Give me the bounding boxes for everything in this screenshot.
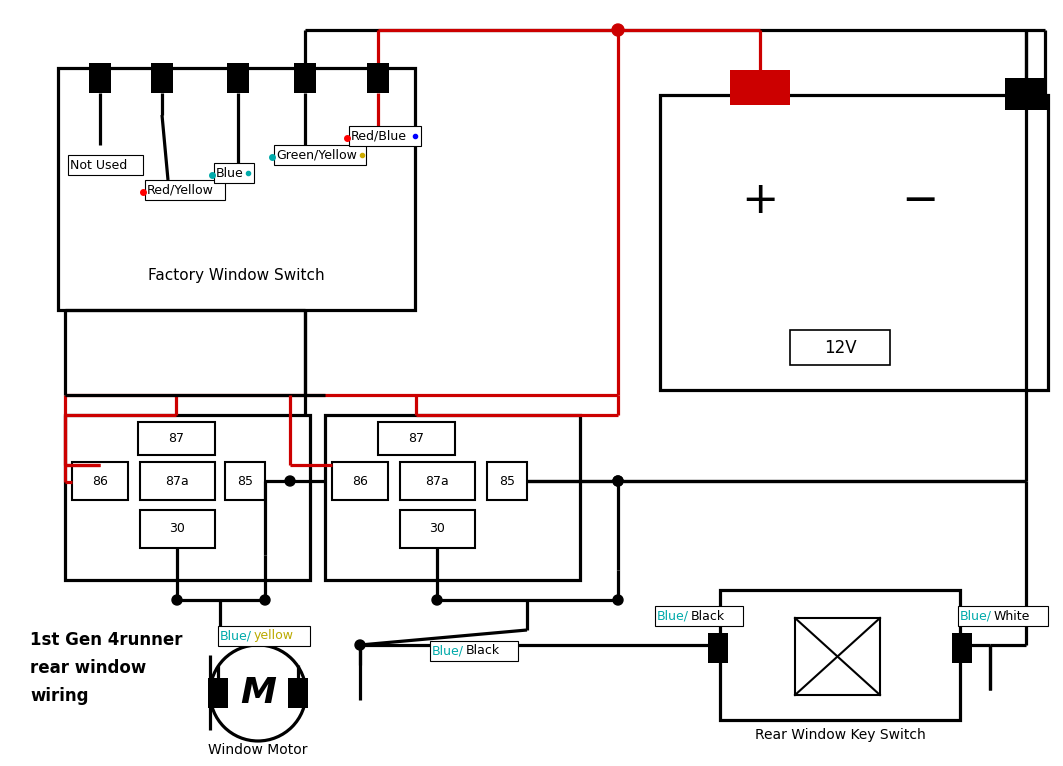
Bar — [655, 606, 743, 626]
Bar — [138, 422, 215, 455]
Text: Blue/: Blue/ — [432, 644, 465, 657]
Text: 1st Gen 4runner: 1st Gen 4runner — [30, 631, 183, 649]
Text: −: − — [901, 178, 939, 221]
Text: rear window: rear window — [30, 659, 147, 677]
Bar — [140, 462, 215, 500]
Bar — [660, 95, 1048, 390]
Bar — [325, 415, 580, 580]
Text: M: M — [240, 676, 276, 710]
Circle shape — [355, 640, 365, 650]
Text: 86: 86 — [352, 474, 368, 487]
Text: 85: 85 — [237, 474, 253, 487]
Text: Blue: Blue — [216, 166, 243, 179]
Text: Black: Black — [466, 644, 500, 657]
Bar — [227, 63, 249, 93]
Bar — [145, 180, 225, 200]
Text: Factory Window Switch: Factory Window Switch — [148, 267, 325, 283]
Bar — [140, 510, 215, 548]
Text: Black: Black — [691, 610, 725, 623]
Bar — [72, 462, 128, 500]
Bar — [274, 145, 366, 165]
Bar — [367, 63, 389, 93]
Text: 86: 86 — [92, 474, 108, 487]
Text: 30: 30 — [169, 522, 185, 535]
Bar — [225, 462, 265, 500]
Text: yellow: yellow — [254, 630, 294, 643]
Text: Blue/: Blue/ — [960, 610, 992, 623]
Circle shape — [210, 645, 306, 741]
Text: 85: 85 — [499, 474, 514, 487]
Text: wiring: wiring — [30, 687, 88, 705]
Bar — [294, 63, 316, 93]
Text: +: + — [741, 178, 779, 221]
Bar — [431, 641, 518, 661]
Text: Red/Yellow: Red/Yellow — [147, 184, 214, 197]
Text: Window Motor: Window Motor — [208, 743, 308, 757]
Text: Blue/: Blue/ — [220, 630, 252, 643]
Bar — [952, 633, 972, 663]
Text: Red/Blue: Red/Blue — [351, 129, 407, 142]
Bar — [218, 626, 310, 646]
Bar — [214, 163, 254, 183]
Bar — [708, 633, 728, 663]
Bar — [1005, 78, 1047, 110]
Text: 87a: 87a — [165, 474, 189, 487]
Bar — [349, 126, 421, 146]
Bar — [958, 606, 1048, 626]
Text: 87: 87 — [408, 431, 424, 444]
Bar — [730, 70, 790, 105]
Bar — [65, 415, 310, 580]
Text: 30: 30 — [429, 522, 445, 535]
Bar — [68, 155, 144, 175]
Circle shape — [260, 595, 270, 605]
Circle shape — [432, 595, 442, 605]
Bar — [332, 462, 388, 500]
Text: 12V: 12V — [824, 339, 857, 357]
Circle shape — [612, 24, 624, 36]
Circle shape — [613, 595, 623, 605]
Bar — [151, 63, 173, 93]
Bar — [795, 618, 880, 695]
Text: Not Used: Not Used — [70, 159, 128, 172]
Circle shape — [172, 595, 182, 605]
Text: Rear Window Key Switch: Rear Window Key Switch — [755, 728, 926, 742]
Bar — [378, 422, 455, 455]
Circle shape — [285, 476, 296, 486]
Bar — [89, 63, 111, 93]
Bar — [720, 590, 960, 720]
Bar — [790, 330, 890, 365]
Bar — [208, 678, 227, 708]
Text: Green/Yellow: Green/Yellow — [276, 149, 357, 162]
Bar — [400, 510, 475, 548]
Text: 87: 87 — [168, 431, 184, 444]
Text: White: White — [994, 610, 1030, 623]
Text: 87a: 87a — [425, 474, 449, 487]
Bar — [400, 462, 475, 500]
Bar — [58, 68, 415, 310]
Circle shape — [613, 476, 623, 486]
Bar — [288, 678, 308, 708]
Circle shape — [613, 476, 623, 486]
Bar — [487, 462, 527, 500]
Text: Blue/: Blue/ — [657, 610, 689, 623]
